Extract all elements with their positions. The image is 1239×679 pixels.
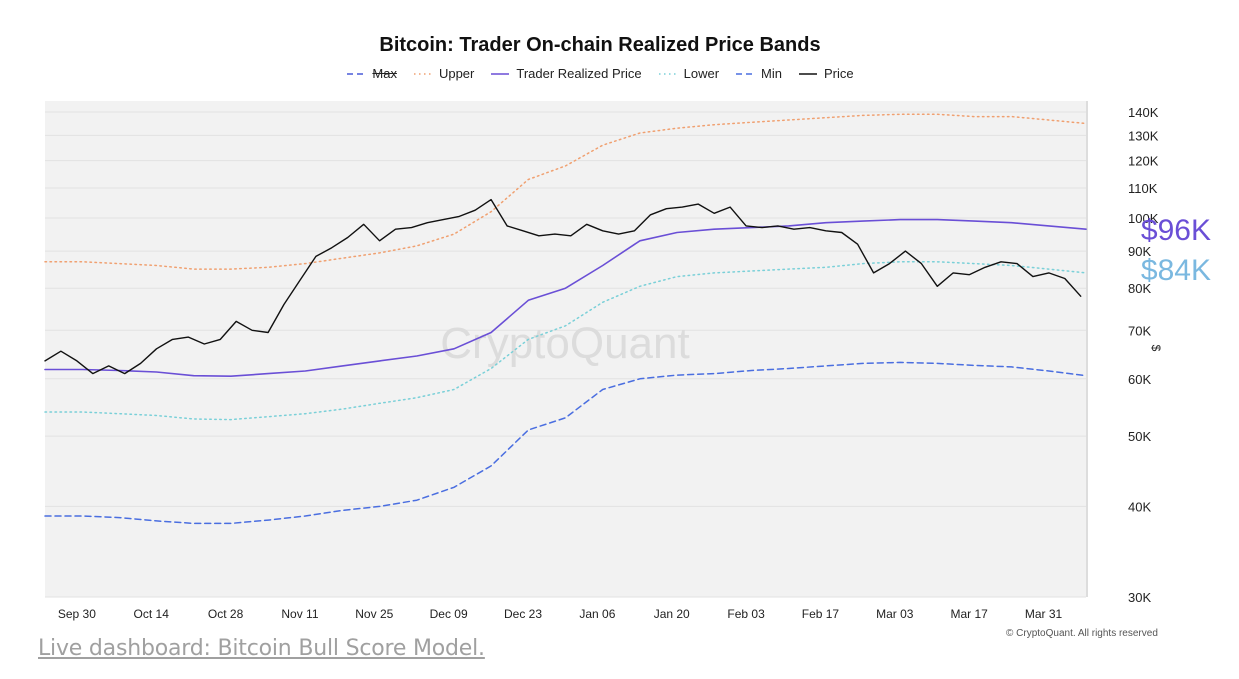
legend-label: Lower [683, 66, 720, 81]
legend-item-trader-realized-price[interactable]: Trader Realized Price [490, 66, 642, 81]
x-tick-label: Mar 03 [876, 607, 914, 621]
x-tick-label: Dec 09 [430, 607, 468, 621]
series-line-min [44, 361, 1087, 525]
x-tick-label: Feb 03 [727, 607, 765, 621]
x-tick-label: Jan 06 [579, 607, 615, 621]
x-tick-label: Jan 20 [654, 607, 690, 621]
legend-swatch [491, 72, 510, 75]
legend-swatch [798, 72, 817, 75]
legend-label: Upper [438, 66, 475, 81]
x-tick-label: Mar 31 [1025, 607, 1063, 621]
lower-price-annotation: $84K [1140, 254, 1211, 287]
y-tick-label: 70K [1128, 323, 1151, 338]
legend-label: Min [761, 66, 782, 81]
legend-label: Trader Realized Price [516, 66, 642, 81]
x-tick-label: Mar 17 [950, 607, 988, 621]
chart-legend: Max Upper Trader Realized Price Lower Min Pri… [0, 66, 1200, 81]
series-line-trader-realized-price [44, 218, 1087, 378]
y-axis-label: $ [1149, 345, 1163, 352]
y-tick-label: 130K [1128, 128, 1159, 143]
trader-price-annotation: $96K [1140, 214, 1211, 247]
x-tick-label: Nov 25 [355, 607, 393, 621]
legend-label: Price [823, 66, 854, 81]
chart-title: Bitcoin: Trader On-chain Realized Price … [379, 34, 821, 56]
y-tick-label: 60K [1128, 372, 1151, 387]
y-tick-label: 140K [1128, 105, 1159, 120]
x-tick-label: Oct 28 [208, 607, 244, 621]
y-tick-label: 120K [1128, 154, 1159, 169]
legend-swatch [413, 72, 432, 75]
series-line-upper [44, 113, 1087, 270]
y-tick-label: 80K [1128, 281, 1151, 296]
copyright-notice: © CryptoQuant. All rights reserved [1006, 628, 1158, 639]
y-tick-label: 30K [1128, 590, 1151, 605]
legend-item-min[interactable]: Min [735, 66, 782, 81]
legend-item-upper[interactable]: Upper [413, 66, 474, 81]
dashboard-link[interactable]: Live dashboard: Bitcoin Bull Score Model… [38, 636, 485, 661]
plot-area [45, 101, 1086, 597]
legend-item-lower[interactable]: Lower [658, 66, 719, 81]
legend-swatch [658, 72, 677, 75]
legend-swatch [347, 72, 366, 75]
legend-label: Max [372, 66, 397, 81]
y-tick-label: 40K [1128, 499, 1151, 514]
x-tick-label: Nov 11 [281, 607, 318, 621]
legend-item-price[interactable]: Price [798, 66, 854, 81]
series-line-price [44, 198, 1082, 375]
legend-swatch [736, 72, 755, 75]
y-tick-label: 100K [1128, 211, 1159, 226]
legend-item-max[interactable]: Max [346, 66, 397, 81]
x-tick-label: Oct 14 [134, 607, 170, 621]
y-tick-label: 50K [1128, 429, 1151, 444]
series-line-lower [44, 261, 1087, 421]
y-tick-label: 110K [1128, 181, 1158, 196]
y-tick-label: 90K [1128, 244, 1151, 259]
x-tick-label: Feb 17 [802, 607, 840, 621]
watermark: CryptoQuant [440, 319, 689, 368]
x-tick-label: Sep 30 [58, 607, 96, 621]
x-tick-label: Dec 23 [504, 607, 542, 621]
